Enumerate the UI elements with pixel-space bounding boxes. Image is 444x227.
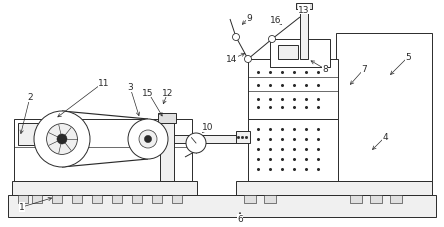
Bar [336, 34, 432, 181]
Bar [236, 131, 250, 143]
Text: 14: 14 [226, 55, 238, 64]
Bar [350, 195, 362, 203]
Text: 10: 10 [202, 123, 214, 132]
Bar [152, 195, 162, 203]
Bar [160, 119, 174, 181]
Text: 3: 3 [127, 83, 133, 92]
Bar [72, 195, 82, 203]
Circle shape [47, 124, 77, 155]
Bar [168, 135, 238, 143]
Text: 6: 6 [237, 215, 243, 224]
Text: 1: 1 [19, 203, 25, 212]
Bar [32, 195, 42, 203]
Text: 8: 8 [322, 65, 328, 74]
Bar [112, 195, 122, 203]
Circle shape [186, 133, 206, 153]
Bar [12, 181, 197, 195]
Text: 15: 15 [142, 88, 154, 97]
Bar [52, 195, 62, 203]
Bar [92, 195, 102, 203]
Text: 4: 4 [382, 133, 388, 142]
Text: 12: 12 [163, 88, 174, 97]
Bar [14, 119, 192, 181]
Bar [370, 195, 382, 203]
Bar [8, 195, 436, 217]
Bar [18, 195, 28, 203]
Circle shape [144, 136, 151, 143]
Text: 2: 2 [27, 93, 33, 102]
Bar [270, 40, 330, 68]
Text: 16: 16 [270, 15, 282, 24]
Bar [300, 8, 308, 60]
Text: 11: 11 [98, 78, 110, 87]
Bar [172, 195, 182, 203]
Bar [248, 119, 338, 181]
Circle shape [245, 56, 251, 63]
Bar [158, 114, 176, 123]
Circle shape [128, 119, 168, 159]
Bar [278, 46, 298, 60]
Bar [236, 181, 432, 195]
Circle shape [34, 111, 90, 167]
Bar [18, 123, 58, 145]
Bar [248, 60, 338, 119]
Bar [390, 195, 402, 203]
Bar [264, 195, 276, 203]
Bar [132, 195, 142, 203]
Text: 13: 13 [298, 5, 310, 15]
Bar [244, 195, 256, 203]
Bar [296, 4, 312, 10]
Text: 5: 5 [405, 53, 411, 62]
Circle shape [57, 134, 67, 144]
Text: 9: 9 [246, 13, 252, 22]
Circle shape [269, 36, 275, 43]
Circle shape [139, 131, 157, 148]
Text: 7: 7 [361, 65, 367, 74]
Circle shape [233, 34, 239, 41]
